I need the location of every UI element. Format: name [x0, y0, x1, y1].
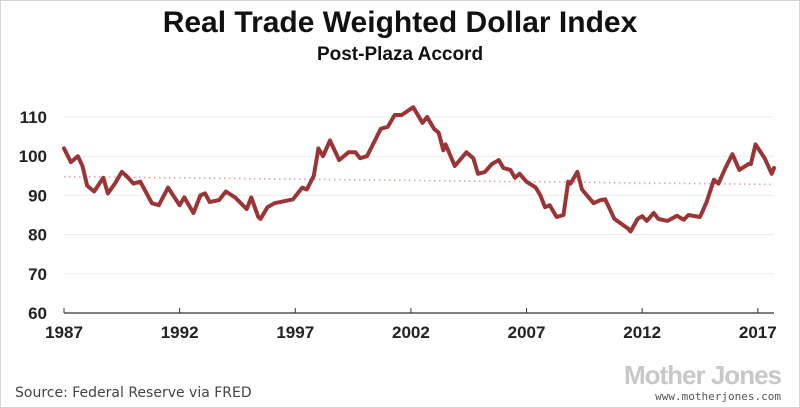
y-tick-label: 90	[28, 186, 47, 205]
x-tick-label: 2007	[508, 323, 546, 342]
chart-title: Real Trade Weighted Dollar Index	[162, 6, 638, 39]
x-tick-label: 1992	[161, 323, 199, 342]
line-chart: 60 70 80 90 100 110 1987 1992 1997 2002 2007 2012 20…	[19, 105, 777, 342]
x-tick-label: 1987	[45, 323, 83, 342]
x-tick-label: 2002	[392, 323, 430, 342]
x-tick-label: 2012	[623, 323, 661, 342]
y-tick-label: 80	[28, 226, 47, 245]
source-note: Source: Federal Reserve via FRED	[15, 385, 252, 401]
y-tick-label: 100	[19, 147, 47, 166]
series-line	[62, 105, 776, 234]
trend-line	[63, 175, 775, 186]
y-tick-label: 60	[28, 304, 47, 323]
logo-url: www.motherjones.com	[655, 390, 781, 403]
y-tick-label: 70	[28, 265, 47, 284]
x-tick-label: 2017	[739, 323, 777, 342]
x-tick-label: 1997	[276, 323, 314, 342]
mother-jones-logo: Mother Jones	[623, 360, 782, 390]
y-tick-label: 110	[20, 108, 47, 127]
chart-subtitle: Post-Plaza Accord	[316, 44, 484, 65]
